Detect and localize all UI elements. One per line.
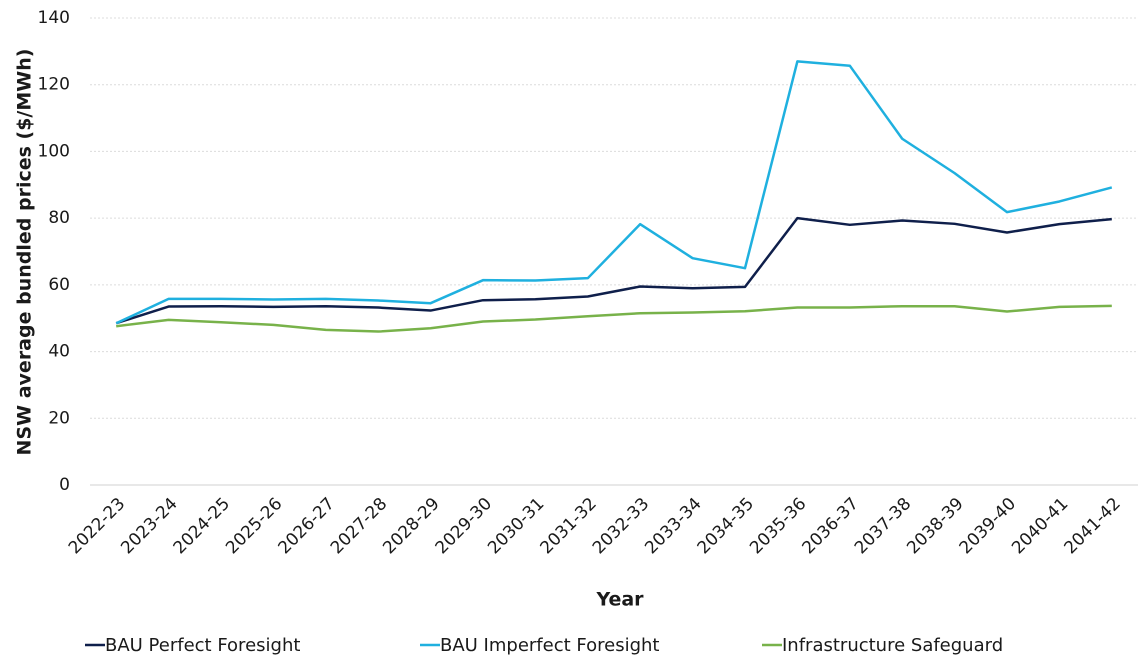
- x-tick-label: 2039-40: [956, 494, 1020, 558]
- legend-label: BAU Imperfect Foresight: [440, 635, 659, 656]
- x-tick-label: 2031-32: [537, 494, 601, 558]
- x-tick-label: 2022-23: [65, 494, 129, 558]
- x-tick-label: 2040-41: [1008, 494, 1072, 558]
- y-tick-label: 100: [38, 141, 70, 161]
- x-tick-label: 2027-28: [327, 494, 391, 558]
- y-axis-label: NSW average bundled prices ($/MWh): [14, 49, 36, 456]
- x-tick-label: 2025-26: [222, 494, 286, 558]
- legend-label: BAU Perfect Foresight: [105, 635, 300, 656]
- line-series: [115, 216, 1112, 325]
- x-tick-label: 2034-35: [694, 494, 758, 558]
- x-axis-label: Year: [595, 589, 644, 611]
- x-tick-label: 2029-30: [432, 494, 496, 558]
- x-tick-label: 2041-42: [1061, 494, 1125, 558]
- x-tick-label: 2036-37: [799, 494, 863, 558]
- line-series: [115, 60, 1113, 325]
- line-series: [116, 304, 1112, 333]
- y-tick-label: 60: [48, 275, 70, 295]
- x-tick-label: 2032-33: [589, 494, 653, 558]
- y-tick-label: 80: [48, 208, 70, 228]
- x-tick-label: 2033-34: [641, 494, 705, 558]
- x-tick-label: 2030-31: [484, 494, 548, 558]
- legend-label: Infrastructure Safeguard: [782, 635, 1003, 656]
- y-tick-label: 40: [48, 342, 70, 362]
- y-tick-label: 20: [48, 408, 70, 428]
- x-tick-label: 2024-25: [170, 494, 234, 558]
- y-tick-label: 140: [38, 8, 70, 28]
- x-tick-label: 2038-39: [903, 494, 967, 558]
- x-tick-label: 2026-27: [275, 494, 339, 558]
- x-tick-label: 2023-24: [117, 494, 181, 558]
- x-tick-label: 2035-36: [746, 494, 810, 558]
- x-tick-label: 2037-38: [851, 494, 915, 558]
- y-tick-label: 120: [38, 75, 70, 95]
- x-tick-label: 2028-29: [379, 494, 443, 558]
- y-tick-label: 0: [59, 475, 70, 495]
